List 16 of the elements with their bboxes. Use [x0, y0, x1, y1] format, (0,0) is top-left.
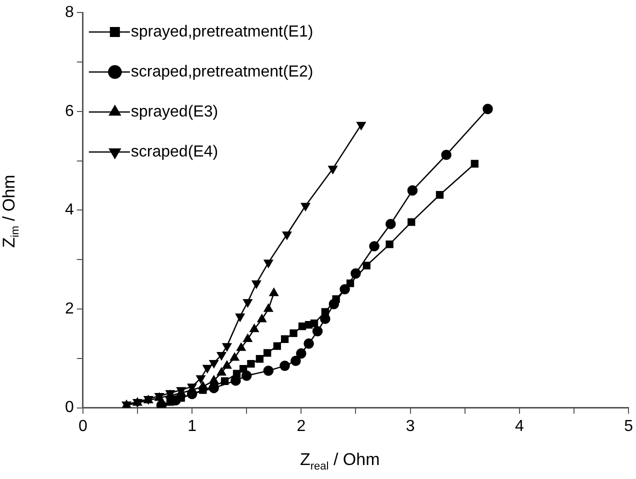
y-tick-label: 2	[64, 300, 74, 318]
legend-label: sprayed,pretreatment(E1)	[130, 23, 314, 40]
y-tick-label: 0	[64, 399, 74, 416]
x-tick-label: 1	[188, 418, 197, 435]
x-tick-label: 0	[78, 418, 88, 435]
y-tick-label: 4	[64, 202, 74, 219]
y-tick-label: 8	[64, 4, 74, 22]
x-tick-label: 3	[406, 418, 415, 435]
legend-label: sprayed(E3)	[130, 103, 218, 120]
x-axis-title: Z$_{real}$ / Ohm	[300, 450, 380, 472]
x-tick-label: 4	[514, 418, 524, 435]
legend-label: scraped,pretreatment(E2)	[130, 63, 314, 80]
y-tick-label: 6	[64, 102, 74, 120]
legend-label: scraped(E4)	[130, 143, 218, 160]
x-tick-label: 5	[624, 418, 634, 435]
x-tick-label: 2	[296, 418, 306, 435]
